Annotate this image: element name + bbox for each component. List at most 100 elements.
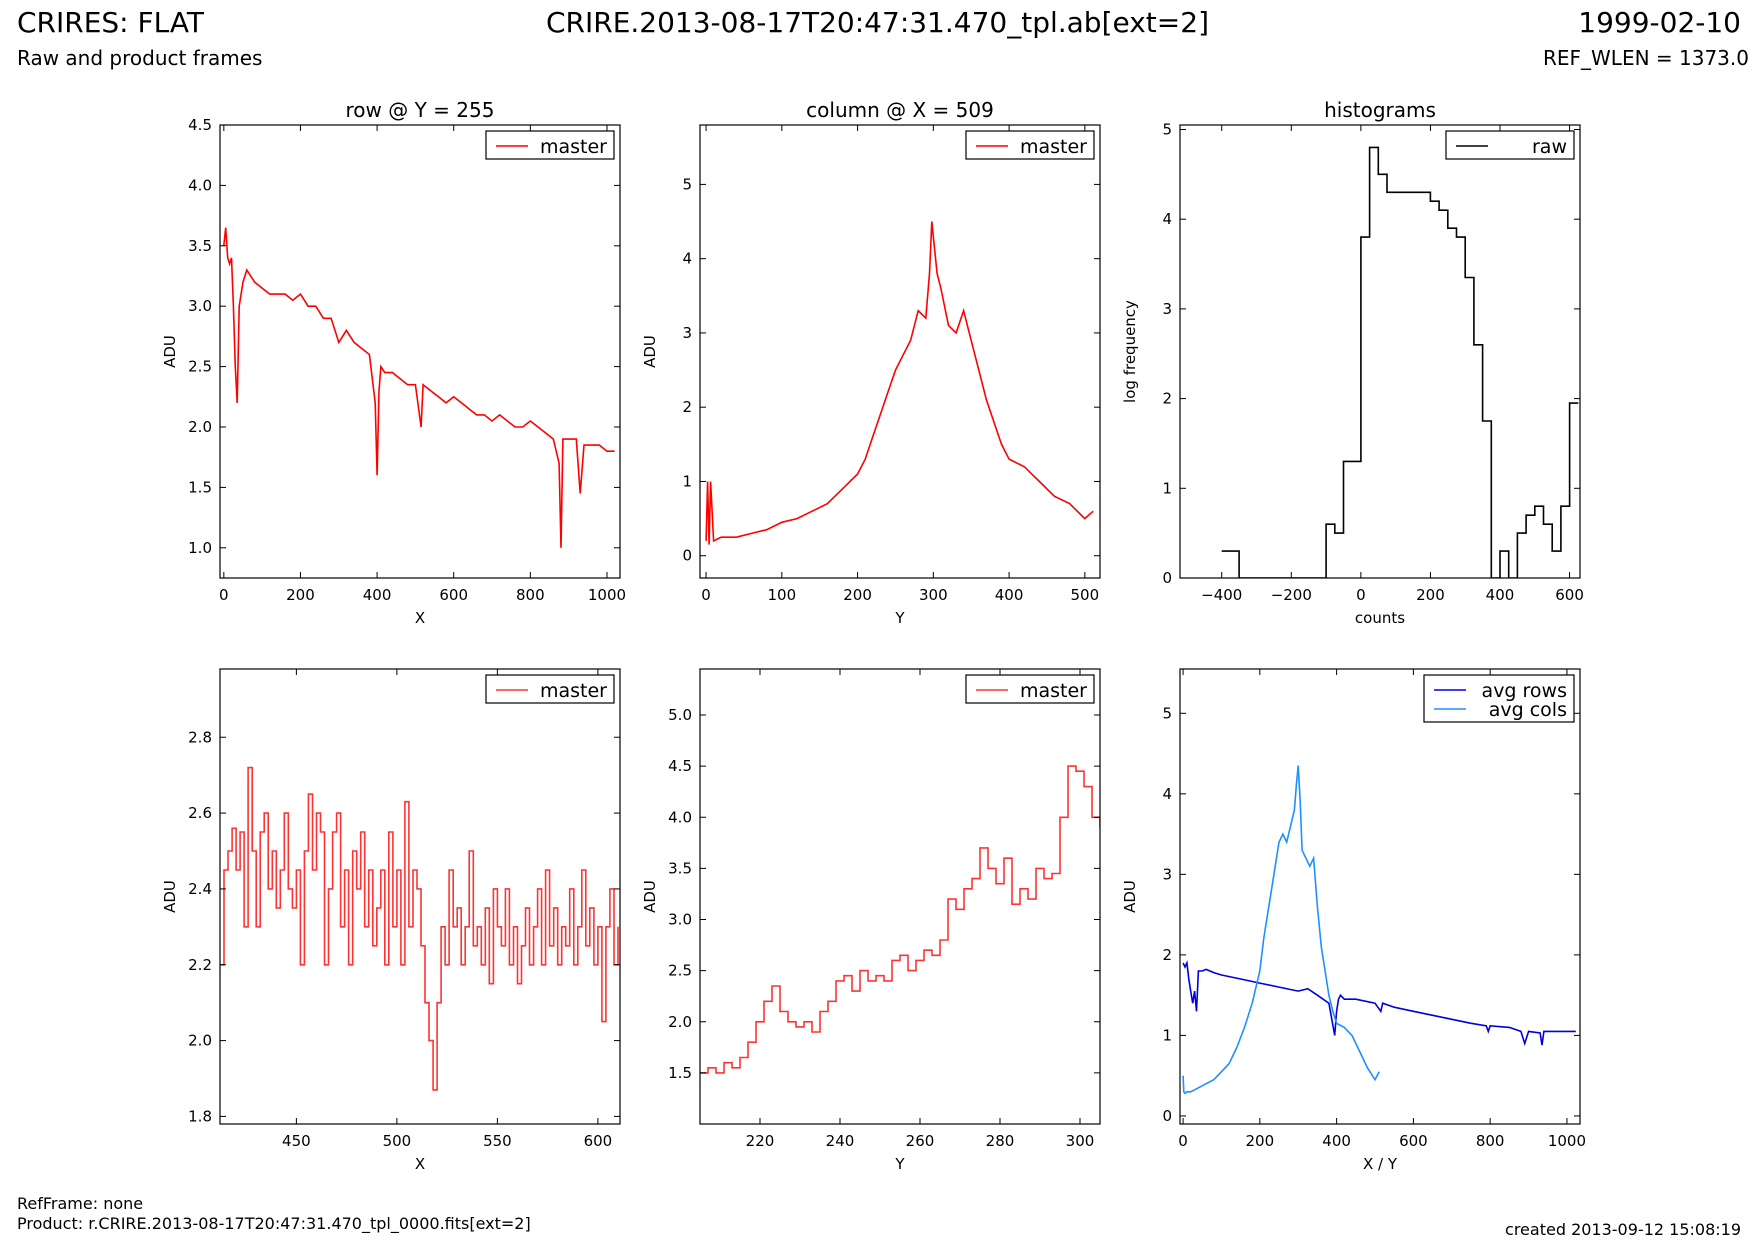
y-tick-label: 2 <box>1162 946 1172 964</box>
series-line-master <box>700 765 1100 1074</box>
y-tick-label: 3 <box>682 324 692 342</box>
legend-label: master <box>1020 680 1087 702</box>
y-tick-label: 2 <box>1162 390 1172 408</box>
y-tick-label: 3.5 <box>188 237 212 255</box>
y-tick-label: 2 <box>682 398 692 416</box>
x-tick-label: 600 <box>584 1132 613 1150</box>
x-tick-label: 800 <box>516 586 545 604</box>
legend: master <box>965 130 1095 160</box>
y-tick-label: 4 <box>682 250 692 268</box>
chart-series-group <box>223 227 615 548</box>
x-tick-label: 200 <box>1246 1132 1275 1150</box>
y-tick-label: 1.0 <box>188 539 212 557</box>
x-tick-label: 600 <box>1555 586 1584 604</box>
x-tick-label: −400 <box>1201 586 1242 604</box>
x-tick-label: 280 <box>986 1132 1015 1150</box>
y-tick-label: 1 <box>1162 1026 1172 1044</box>
y-tick-label: 2.8 <box>188 728 212 746</box>
x-axis-label: Y <box>894 1155 905 1173</box>
y-tick-label: 4.5 <box>668 757 692 775</box>
y-tick-label: 4 <box>1162 210 1172 228</box>
y-tick-label: 0 <box>1162 569 1172 587</box>
legend-box <box>1423 674 1575 723</box>
plot-frame <box>219 668 621 1125</box>
y-tick-label: 0 <box>1162 1107 1172 1125</box>
created-label: created 2013-09-12 15:08:19 <box>1505 1220 1741 1239</box>
legend: master <box>485 130 615 160</box>
y-tick-label: 5 <box>1162 120 1172 138</box>
file-title: CRIRE.2013-08-17T20:47:31.470_tpl.ab[ext… <box>545 6 1209 39</box>
x-tick-label: 500 <box>1071 586 1100 604</box>
chart-series-group <box>1182 765 1576 1095</box>
y-tick-label: 2.0 <box>188 1032 212 1050</box>
chart-panel-1: 0 200 400 600 800 1000 1.0 1.5 2.0 2.5 3.0 3.5 4.0 4.… <box>161 98 626 627</box>
product-label: Product: r.CRIRE.2013-08-17T20:47:31.470… <box>17 1214 531 1233</box>
legend-box <box>485 130 615 160</box>
legend-label: master <box>540 136 607 158</box>
x-tick-label: 500 <box>383 1132 412 1150</box>
y-tick-label: 5 <box>682 175 692 193</box>
y-axis-label: ADU <box>161 880 179 913</box>
date-label: 1999-02-10 <box>1578 6 1741 39</box>
x-tick-label: −200 <box>1271 586 1312 604</box>
y-tick-label: 0 <box>682 547 692 565</box>
legend-box <box>965 130 1095 160</box>
refframe-label: RefFrame: none <box>17 1194 144 1213</box>
x-tick-label: 100 <box>767 586 796 604</box>
y-tick-label: 3 <box>1162 300 1172 318</box>
y-tick-label: 1.5 <box>668 1064 692 1082</box>
chart-panel-3: −400 −200 0 200 400 600 0 1 2 3 4 5 histograms counts… <box>1121 98 1584 627</box>
x-tick-label: 400 <box>995 586 1024 604</box>
x-tick-label: 220 <box>746 1132 775 1150</box>
plot-frame <box>699 668 1101 1125</box>
chart-series-group <box>700 765 1100 1074</box>
chart-panel-5: 220 240 260 280 300 1.5 2.0 2.5 3.0 3.5 4.0 4.5 5.0 Y… <box>641 668 1101 1173</box>
y-tick-label: 3.5 <box>668 859 692 877</box>
x-axis-label: counts <box>1355 609 1405 627</box>
y-axis-label: ADU <box>1121 880 1139 913</box>
y-tick-label: 2.4 <box>188 880 212 898</box>
x-tick-label: 450 <box>282 1132 311 1150</box>
y-tick-label: 5.0 <box>668 706 692 724</box>
series-line-master <box>223 227 615 548</box>
plot-frame <box>699 124 1101 579</box>
x-axis-label: Y <box>894 609 905 627</box>
x-axis-label: X <box>415 609 425 627</box>
y-tick-label: 1.5 <box>188 478 212 496</box>
ref-wlen-label: REF_WLEN = 1373.0 <box>1542 46 1749 70</box>
x-tick-label: 200 <box>843 586 872 604</box>
y-tick-label: 3.0 <box>188 297 212 315</box>
y-tick-label: 4.5 <box>188 116 212 134</box>
y-tick-label: 1 <box>682 472 692 490</box>
chart-title: column @ X = 509 <box>806 98 994 122</box>
y-tick-label: 2.5 <box>188 358 212 376</box>
legend-label: avg rows <box>1482 680 1567 702</box>
x-tick-label: 400 <box>1322 1132 1351 1150</box>
chart-panel-4: 450 500 550 600 1.8 2.0 2.2 2.4 2.6 2.8 X ADU master <box>161 668 621 1173</box>
legend-box <box>965 674 1095 704</box>
legend-label: master <box>540 680 607 702</box>
chart-title: histograms <box>1324 98 1436 122</box>
x-tick-label: 0 <box>1178 1132 1188 1150</box>
legend-box <box>1445 130 1575 160</box>
y-tick-label: 3.0 <box>668 911 692 929</box>
x-tick-label: 800 <box>1476 1132 1505 1150</box>
legend: raw <box>1445 130 1575 160</box>
y-tick-label: 1 <box>1162 479 1172 497</box>
x-tick-label: 400 <box>1486 586 1515 604</box>
y-axis-label: ADU <box>641 880 659 913</box>
chart-series-group <box>220 766 619 1091</box>
x-tick-label: 1000 <box>588 586 626 604</box>
plot-frame <box>1179 668 1581 1125</box>
y-tick-label: 2.0 <box>668 1013 692 1031</box>
series-line-avg-rows <box>1182 959 1576 1047</box>
report-title: CRIRES: FLAT <box>17 6 204 39</box>
x-tick-label: 1000 <box>1548 1132 1586 1150</box>
x-tick-label: 600 <box>439 586 468 604</box>
x-tick-label: 300 <box>919 586 948 604</box>
chart-series-group <box>1221 146 1579 578</box>
legend-box <box>485 674 615 704</box>
y-tick-label: 4.0 <box>188 176 212 194</box>
